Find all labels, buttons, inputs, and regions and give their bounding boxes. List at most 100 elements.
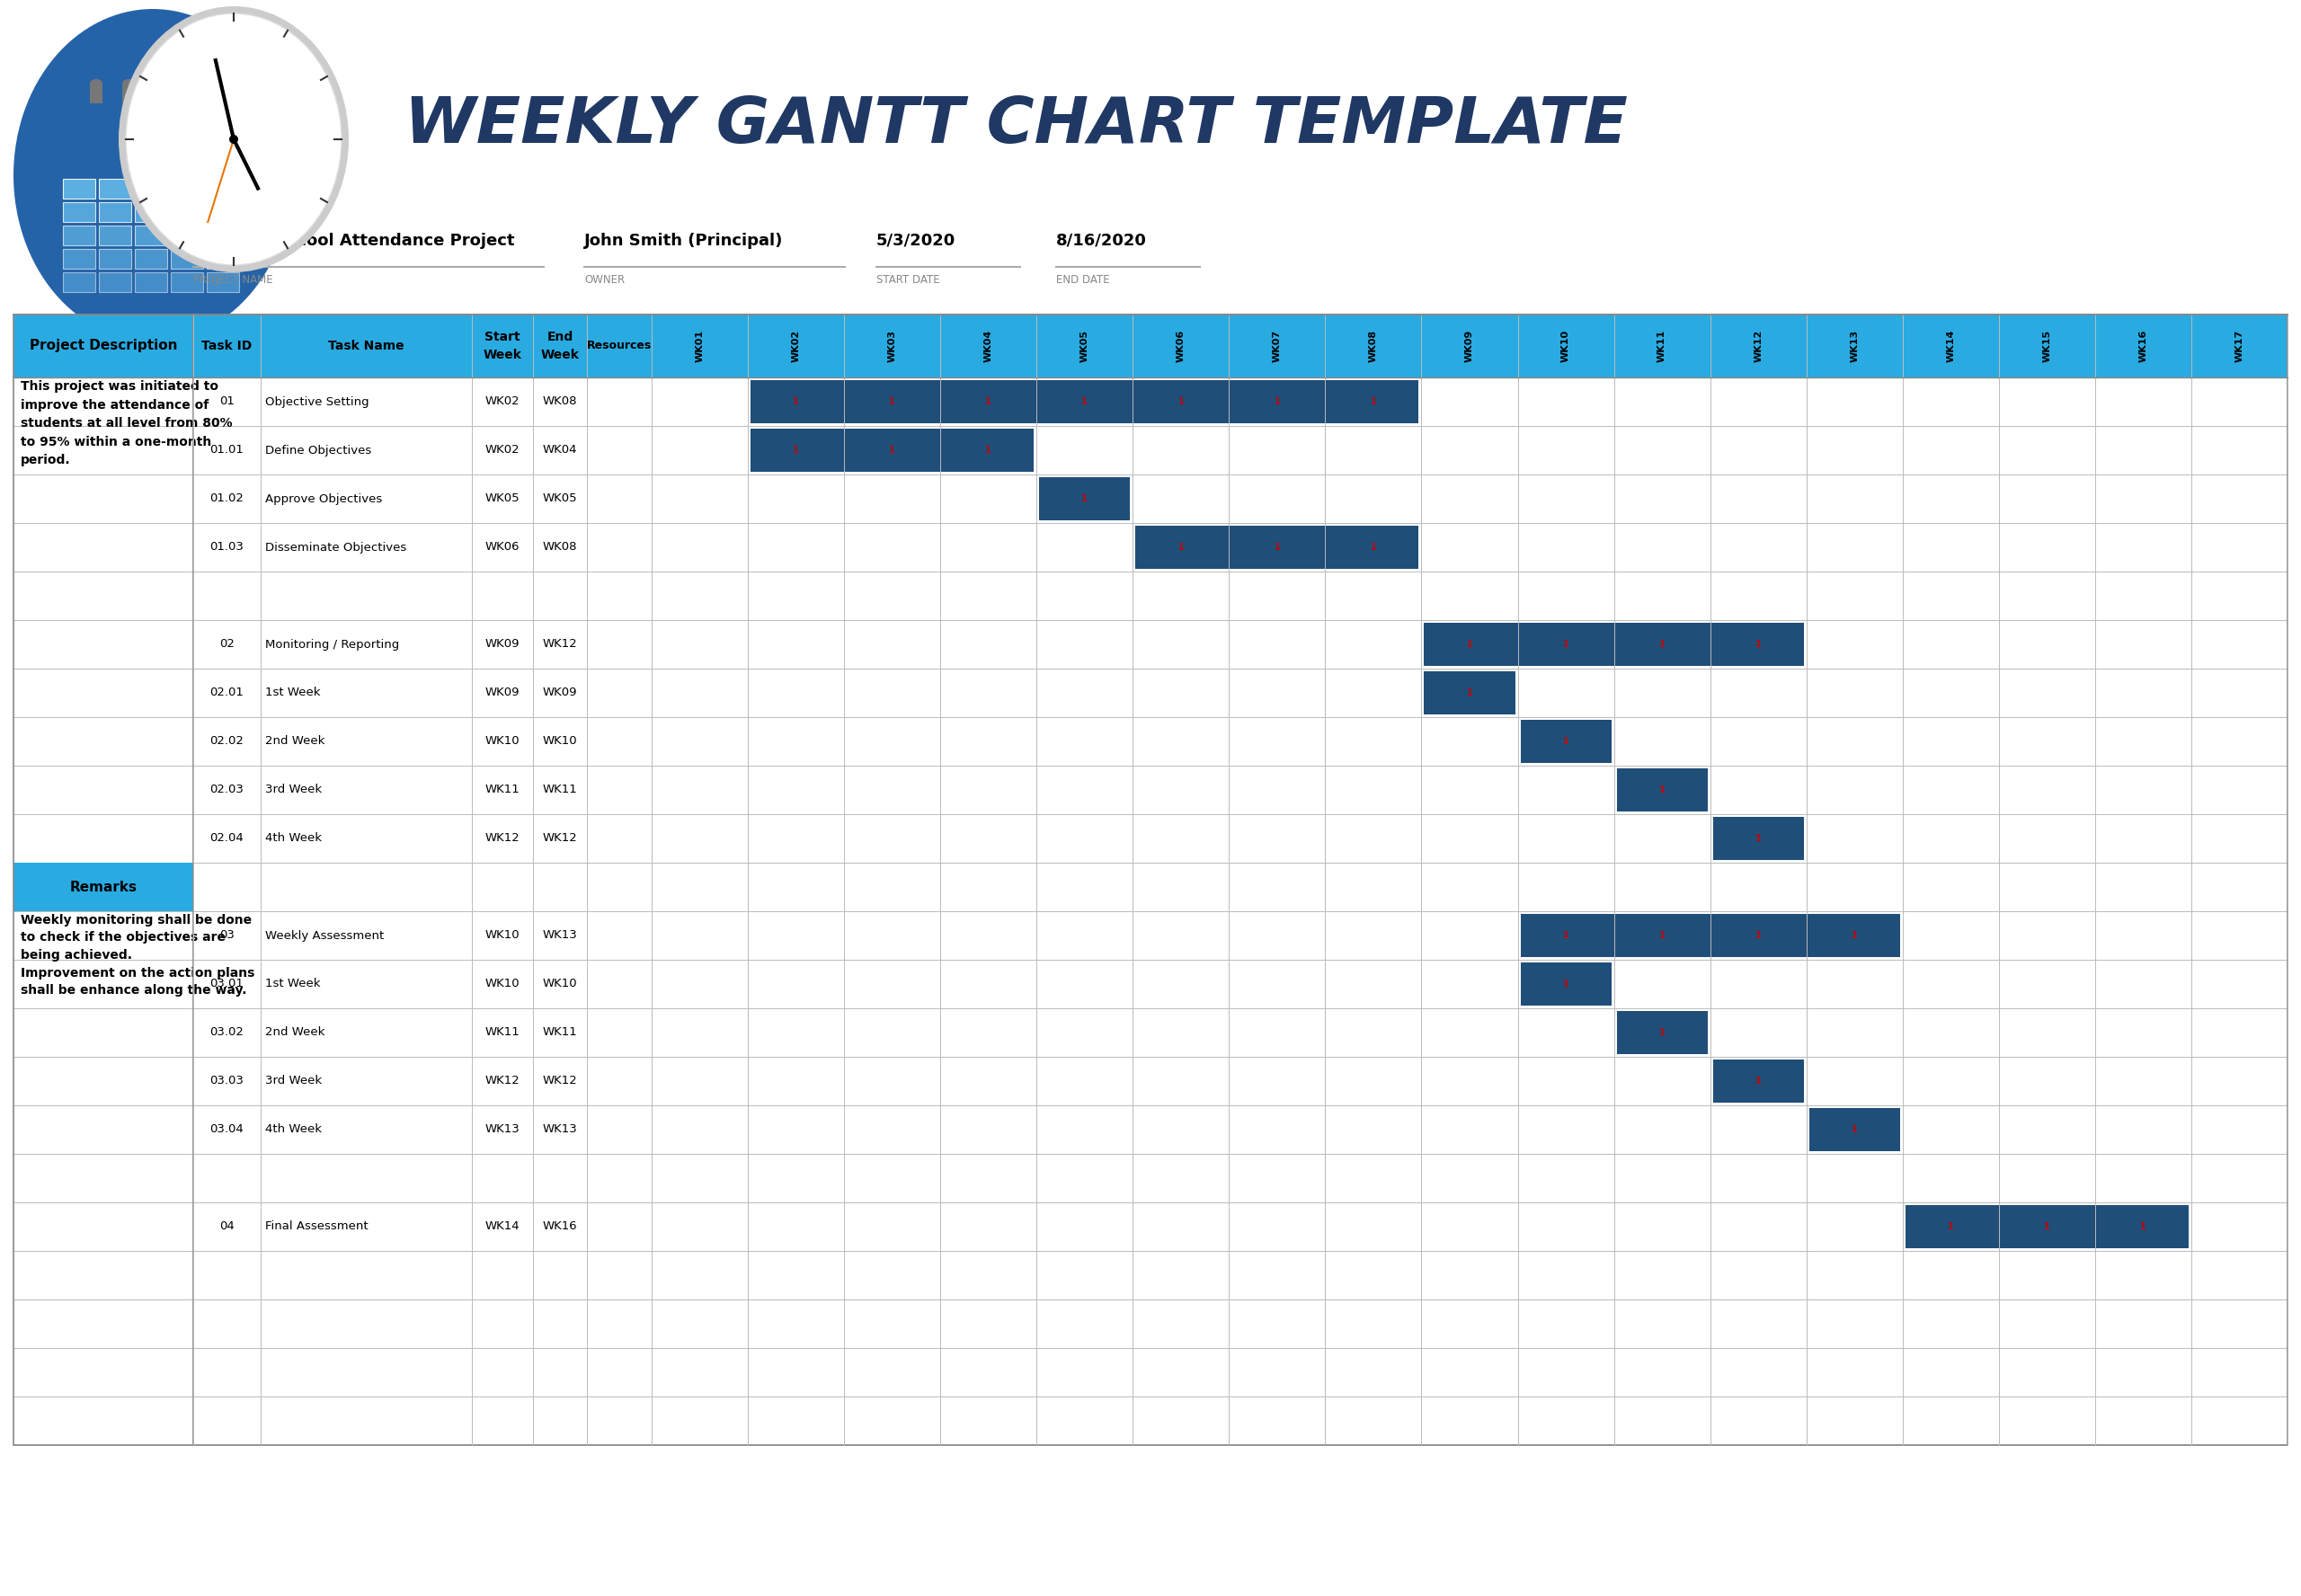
Bar [14,314,2287,1444]
Text: 3rd Week: 3rd Week [265,1076,322,1087]
Bar [193,669,2287,717]
Text: 1: 1 [1659,1028,1666,1037]
Text: 1: 1 [794,445,798,455]
Text: WK09: WK09 [543,686,578,699]
Text: Week: Week [483,348,522,361]
Text: 1: 1 [1081,495,1088,503]
Bar [193,1202,2287,1251]
Text: 02: 02 [219,638,235,650]
Text: WK01: WK01 [695,330,704,362]
Text: 03.02: 03.02 [209,1026,244,1039]
Text: Week: Week [541,348,580,361]
Text: 1: 1 [888,445,895,455]
Text: WK02: WK02 [486,396,520,407]
Text: 1: 1 [985,397,992,407]
Text: WK11: WK11 [486,1026,520,1039]
Text: Start: Start [486,330,520,343]
Bar [14,766,193,814]
Text: WK10: WK10 [486,929,520,942]
Text: 02.04: 02.04 [209,833,244,844]
Bar [207,249,239,268]
Text: WK14: WK14 [486,1221,520,1232]
Text: WK04: WK04 [543,444,578,456]
Text: Define Objectives: Define Objectives [265,444,370,456]
Bar [14,474,193,523]
Text: WK08: WK08 [543,541,578,554]
Text: WK13: WK13 [486,1124,520,1135]
Text: 01: 01 [219,396,235,407]
Bar [193,717,2287,766]
Bar [750,380,1420,423]
Text: 1: 1 [1178,397,1185,407]
Text: WK10: WK10 [486,978,520,990]
Bar [193,766,2287,814]
Text: WK11: WK11 [1657,330,1666,362]
Text: 1st Week: 1st Week [265,686,320,699]
Text: 02.03: 02.03 [209,784,244,796]
Text: 1: 1 [1081,397,1088,407]
Bar [193,1057,2287,1106]
Bar [193,863,2287,911]
Bar [99,203,131,222]
Ellipse shape [14,10,292,342]
Text: Weekly Assessment: Weekly Assessment [265,929,384,942]
Text: WK14: WK14 [1947,330,1956,362]
Text: 1: 1 [1371,543,1376,552]
Text: John Smith (Principal): John Smith (Principal) [584,233,782,249]
Text: 1: 1 [1756,930,1760,940]
Ellipse shape [186,80,200,88]
Ellipse shape [219,80,232,88]
Text: 1: 1 [1852,1125,1857,1135]
Text: Task Name: Task Name [329,340,405,353]
Bar [90,83,104,104]
Text: WK10: WK10 [1562,330,1569,362]
Text: 03.01: 03.01 [209,978,244,990]
Text: WK12: WK12 [543,833,578,844]
Text: START DATE: START DATE [877,275,939,286]
Bar [193,814,2287,863]
Bar [14,314,193,377]
Text: Remarks: Remarks [69,881,138,894]
Ellipse shape [154,80,168,88]
Text: 1: 1 [985,445,992,455]
Bar [207,179,239,198]
Text: WK12: WK12 [543,638,578,650]
Bar [170,225,202,246]
Bar [193,1396,2287,1444]
Text: Improve School Attendance Project: Improve School Attendance Project [193,233,515,249]
Text: 1: 1 [1275,543,1279,552]
Text: 4th Week: 4th Week [265,1124,322,1135]
Text: WK12: WK12 [1753,330,1763,362]
Text: WEEKLY GANTT CHART TEMPLATE: WEEKLY GANTT CHART TEMPLATE [405,94,1627,156]
Text: 1: 1 [1659,930,1666,940]
Text: WK08: WK08 [1369,330,1378,362]
Text: Final Assessment: Final Assessment [265,1221,368,1232]
Text: 1: 1 [1756,835,1760,843]
Text: END DATE: END DATE [1056,275,1109,286]
Text: 1: 1 [1178,543,1185,552]
Text: 01.01: 01.01 [209,444,244,456]
Bar [14,1154,193,1202]
Text: WK05: WK05 [486,493,520,504]
Text: WK06: WK06 [486,541,520,554]
Bar [14,1202,193,1251]
Bar [186,83,200,104]
Bar [136,203,168,222]
Text: 03: 03 [219,929,235,942]
Text: PROJECT NAME: PROJECT NAME [193,275,274,286]
Text: 1: 1 [1371,397,1376,407]
Text: WK10: WK10 [486,736,520,747]
Text: WK13: WK13 [543,1124,578,1135]
Ellipse shape [127,13,341,265]
Bar [750,429,1033,472]
Bar [193,1349,2287,1396]
Text: 1: 1 [1466,640,1473,650]
Bar [207,225,239,246]
Bar [1521,962,1611,1005]
Text: WK16: WK16 [543,1221,578,1232]
Bar [1424,672,1514,715]
Bar [14,1299,193,1349]
Bar [193,523,2287,571]
Text: WK10: WK10 [543,978,578,990]
Text: WK13: WK13 [543,929,578,942]
